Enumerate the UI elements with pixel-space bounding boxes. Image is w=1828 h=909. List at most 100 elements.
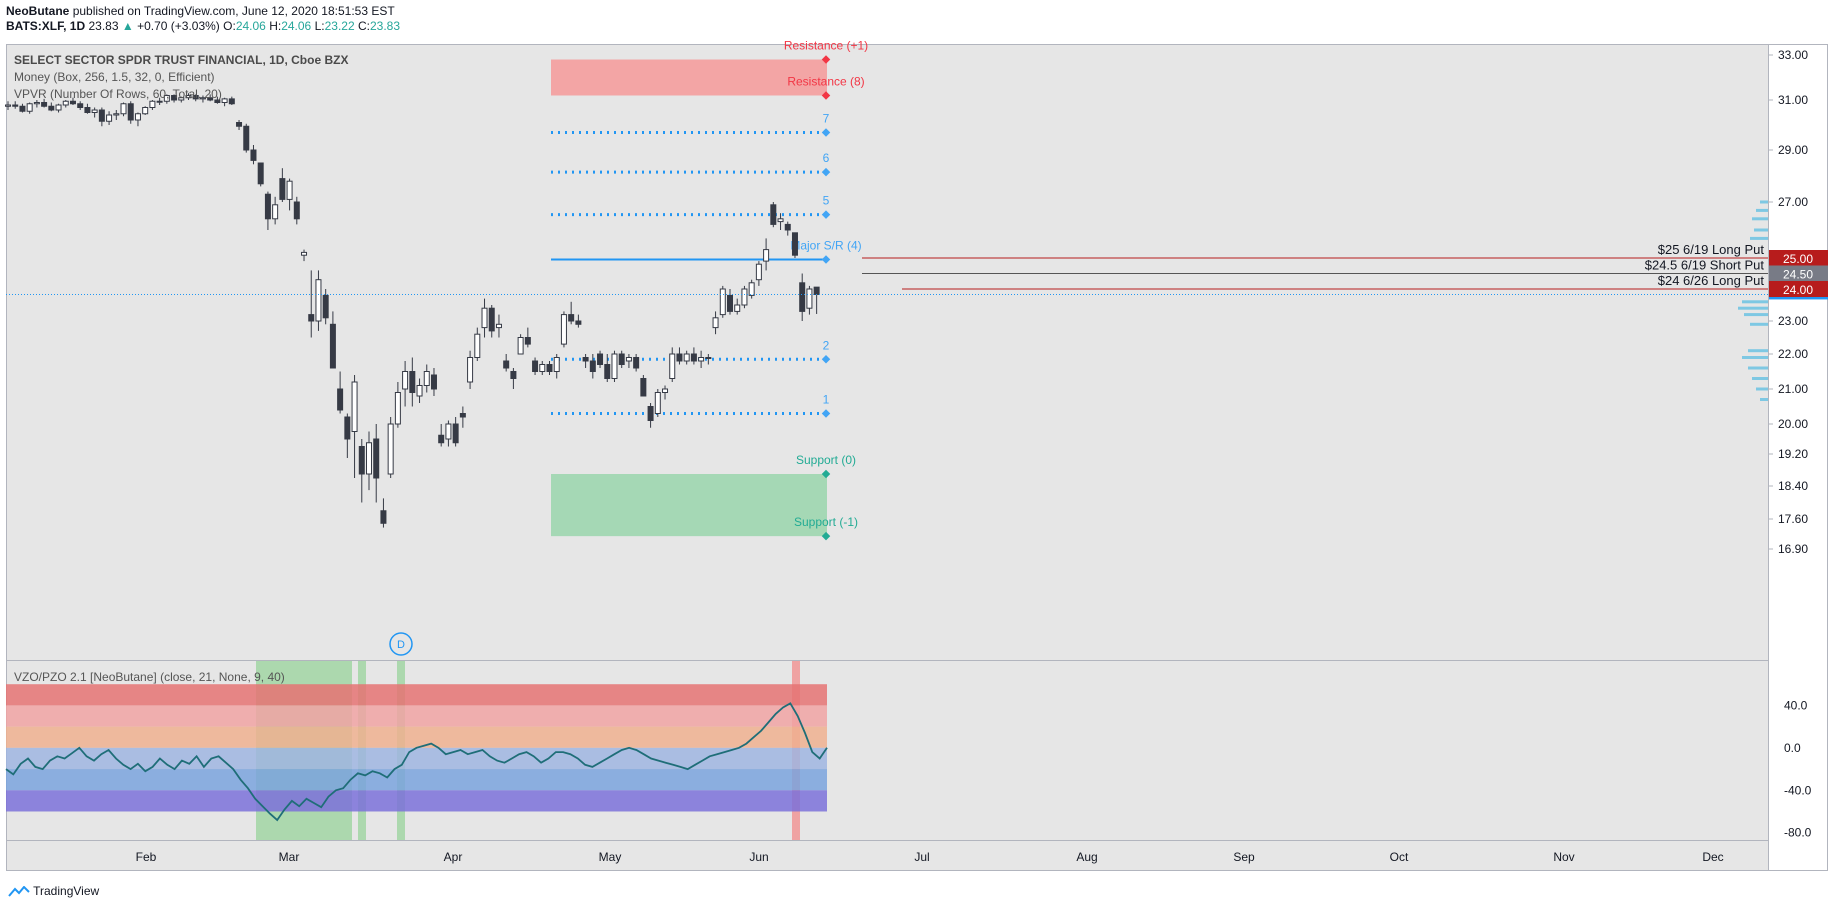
candle-body <box>524 337 531 345</box>
date-tick-label: Aug <box>1076 850 1097 864</box>
symbol-label[interactable]: BATS:XLF, 1D <box>6 19 86 33</box>
candle-body <box>734 304 741 312</box>
candle-body <box>430 374 437 390</box>
level-marker <box>821 409 831 418</box>
footer-brand[interactable]: TradingView <box>8 884 99 898</box>
candle-body <box>19 105 26 112</box>
candle-body <box>409 371 416 393</box>
candle-body <box>308 314 315 322</box>
candle-body <box>452 423 459 444</box>
candle-body <box>127 103 134 121</box>
oscillator-zone-band <box>6 747 827 770</box>
level-label: Support (-1) <box>794 515 858 529</box>
candle-body <box>423 371 430 386</box>
volume-profile-bar <box>1750 322 1768 326</box>
date-tick-label: Sep <box>1233 850 1255 864</box>
candle-body <box>221 98 228 103</box>
candle-body <box>315 279 322 322</box>
up-arrow-icon: ▲ <box>121 19 134 33</box>
price-pane: Resistance (+1) Resistance (8) 7 6 5 Major S/… <box>5 39 1828 656</box>
candle-body <box>467 357 474 383</box>
candle-body <box>142 107 149 115</box>
candle-body <box>727 294 733 312</box>
candle-body <box>279 178 286 200</box>
oscillator-legend[interactable]: VZO/PZO 2.1 [NeoButane] (close, 21, None… <box>14 670 285 684</box>
candle-body <box>12 104 19 107</box>
candle-body <box>777 218 784 223</box>
candle-body <box>503 360 510 369</box>
candle-body <box>329 323 336 369</box>
candle-body <box>394 392 401 425</box>
candle-body <box>416 385 423 397</box>
volume-profile-bar <box>1742 356 1768 359</box>
candle-body <box>806 288 813 309</box>
candle-body <box>322 294 329 319</box>
oscillator-zones <box>6 661 827 840</box>
option-label: $24 6/26 Long Put <box>1658 273 1765 288</box>
candle-body <box>510 371 517 379</box>
legend-vpvr[interactable]: VPVR (Number Of Rows, 60, Total, 20) <box>14 87 222 101</box>
date-tick-label: Nov <box>1553 850 1574 864</box>
price-tick-label: 16.90 <box>1778 542 1808 556</box>
candle-body <box>618 353 625 365</box>
candle-body <box>770 204 777 225</box>
date-tick-label: Apr <box>444 850 463 864</box>
oscillator-zone-band <box>6 790 827 812</box>
candle-body <box>214 99 221 103</box>
candle-body <box>560 314 567 345</box>
candle-body <box>373 438 380 479</box>
close-value: 23.83 <box>369 19 400 33</box>
candle-body <box>41 102 48 107</box>
level-label: 1 <box>823 393 830 407</box>
candle-body <box>301 251 308 256</box>
candle-body <box>517 337 524 355</box>
level-marker <box>821 531 831 541</box>
candle-body <box>719 288 726 316</box>
author-name[interactable]: NeoButane <box>6 4 70 18</box>
event-marker-circle <box>389 632 413 656</box>
level-label: Resistance (8) <box>787 75 864 89</box>
candle-body <box>589 360 596 372</box>
candle-body <box>358 446 365 475</box>
candle-body <box>286 180 293 200</box>
volume-profile-bar <box>1744 313 1768 317</box>
candle-body <box>669 353 676 379</box>
oscillator-zone-band <box>6 705 827 727</box>
osc-tick-label: -40.0 <box>1784 783 1812 797</box>
price-tick-label: 17.60 <box>1778 512 1808 526</box>
candle-body <box>698 357 705 362</box>
candle-body <box>91 109 98 113</box>
open-value: 24.06 <box>235 19 266 33</box>
date-tick-label: Feb <box>136 850 157 864</box>
legend-money[interactable]: Money (Box, 256, 1.5, 32, 0, Efficient) <box>14 70 215 84</box>
candle-body <box>192 95 199 100</box>
candle-body <box>293 201 300 220</box>
candle-body <box>763 249 770 262</box>
candle-body <box>568 314 575 322</box>
date-tick-label: Oct <box>1390 850 1409 864</box>
candle-body <box>337 388 344 411</box>
candle-body <box>611 353 618 379</box>
high-value: 24.06 <box>281 19 312 33</box>
candle-body <box>662 388 669 393</box>
candle-body <box>178 97 185 101</box>
price-tick-label: 22.00 <box>1778 347 1808 361</box>
level-marker <box>821 469 831 479</box>
candle-body <box>604 364 611 379</box>
chart-header: NeoButane published on TradingView.com, … <box>0 0 1828 38</box>
candle-body <box>402 371 409 390</box>
level-marker <box>821 355 831 364</box>
level-label: Support (0) <box>796 453 856 467</box>
volume-profile-bar <box>1738 306 1768 310</box>
candle-body <box>113 113 120 116</box>
candle-body <box>134 113 141 121</box>
date-axis-background <box>6 841 1768 870</box>
candle-body <box>106 114 113 122</box>
candle-body <box>799 282 806 312</box>
osc-tick-label: -80.0 <box>1784 826 1812 840</box>
level-label: Major S/R (4) <box>790 239 861 253</box>
option-price-badge <box>1769 281 1828 297</box>
high-label: H: <box>269 19 282 33</box>
price-tick-label: 31.00 <box>1778 93 1808 107</box>
